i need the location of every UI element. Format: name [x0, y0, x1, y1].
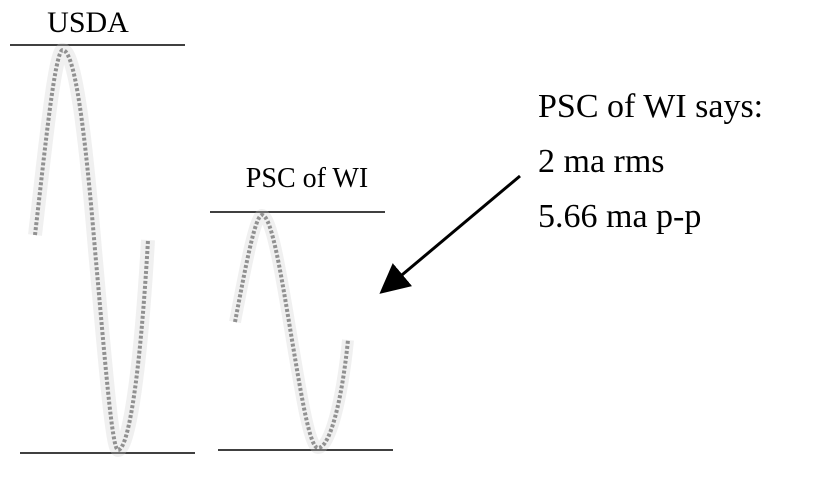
arrow [384, 176, 520, 290]
usda-waveform-shadow [35, 50, 148, 450]
note-line: 5.66 ma p-p [538, 198, 701, 235]
diagram: USDA PSC of WI PSC of WI says: 2 ma rms … [0, 0, 827, 492]
usda-label: USDA [47, 6, 129, 39]
note-line: PSC of WI says: [538, 88, 763, 125]
psc-label: PSC of WI [246, 163, 368, 194]
psc-waveform-shadow [235, 215, 348, 448]
note-line: 2 ma rms [538, 143, 665, 180]
